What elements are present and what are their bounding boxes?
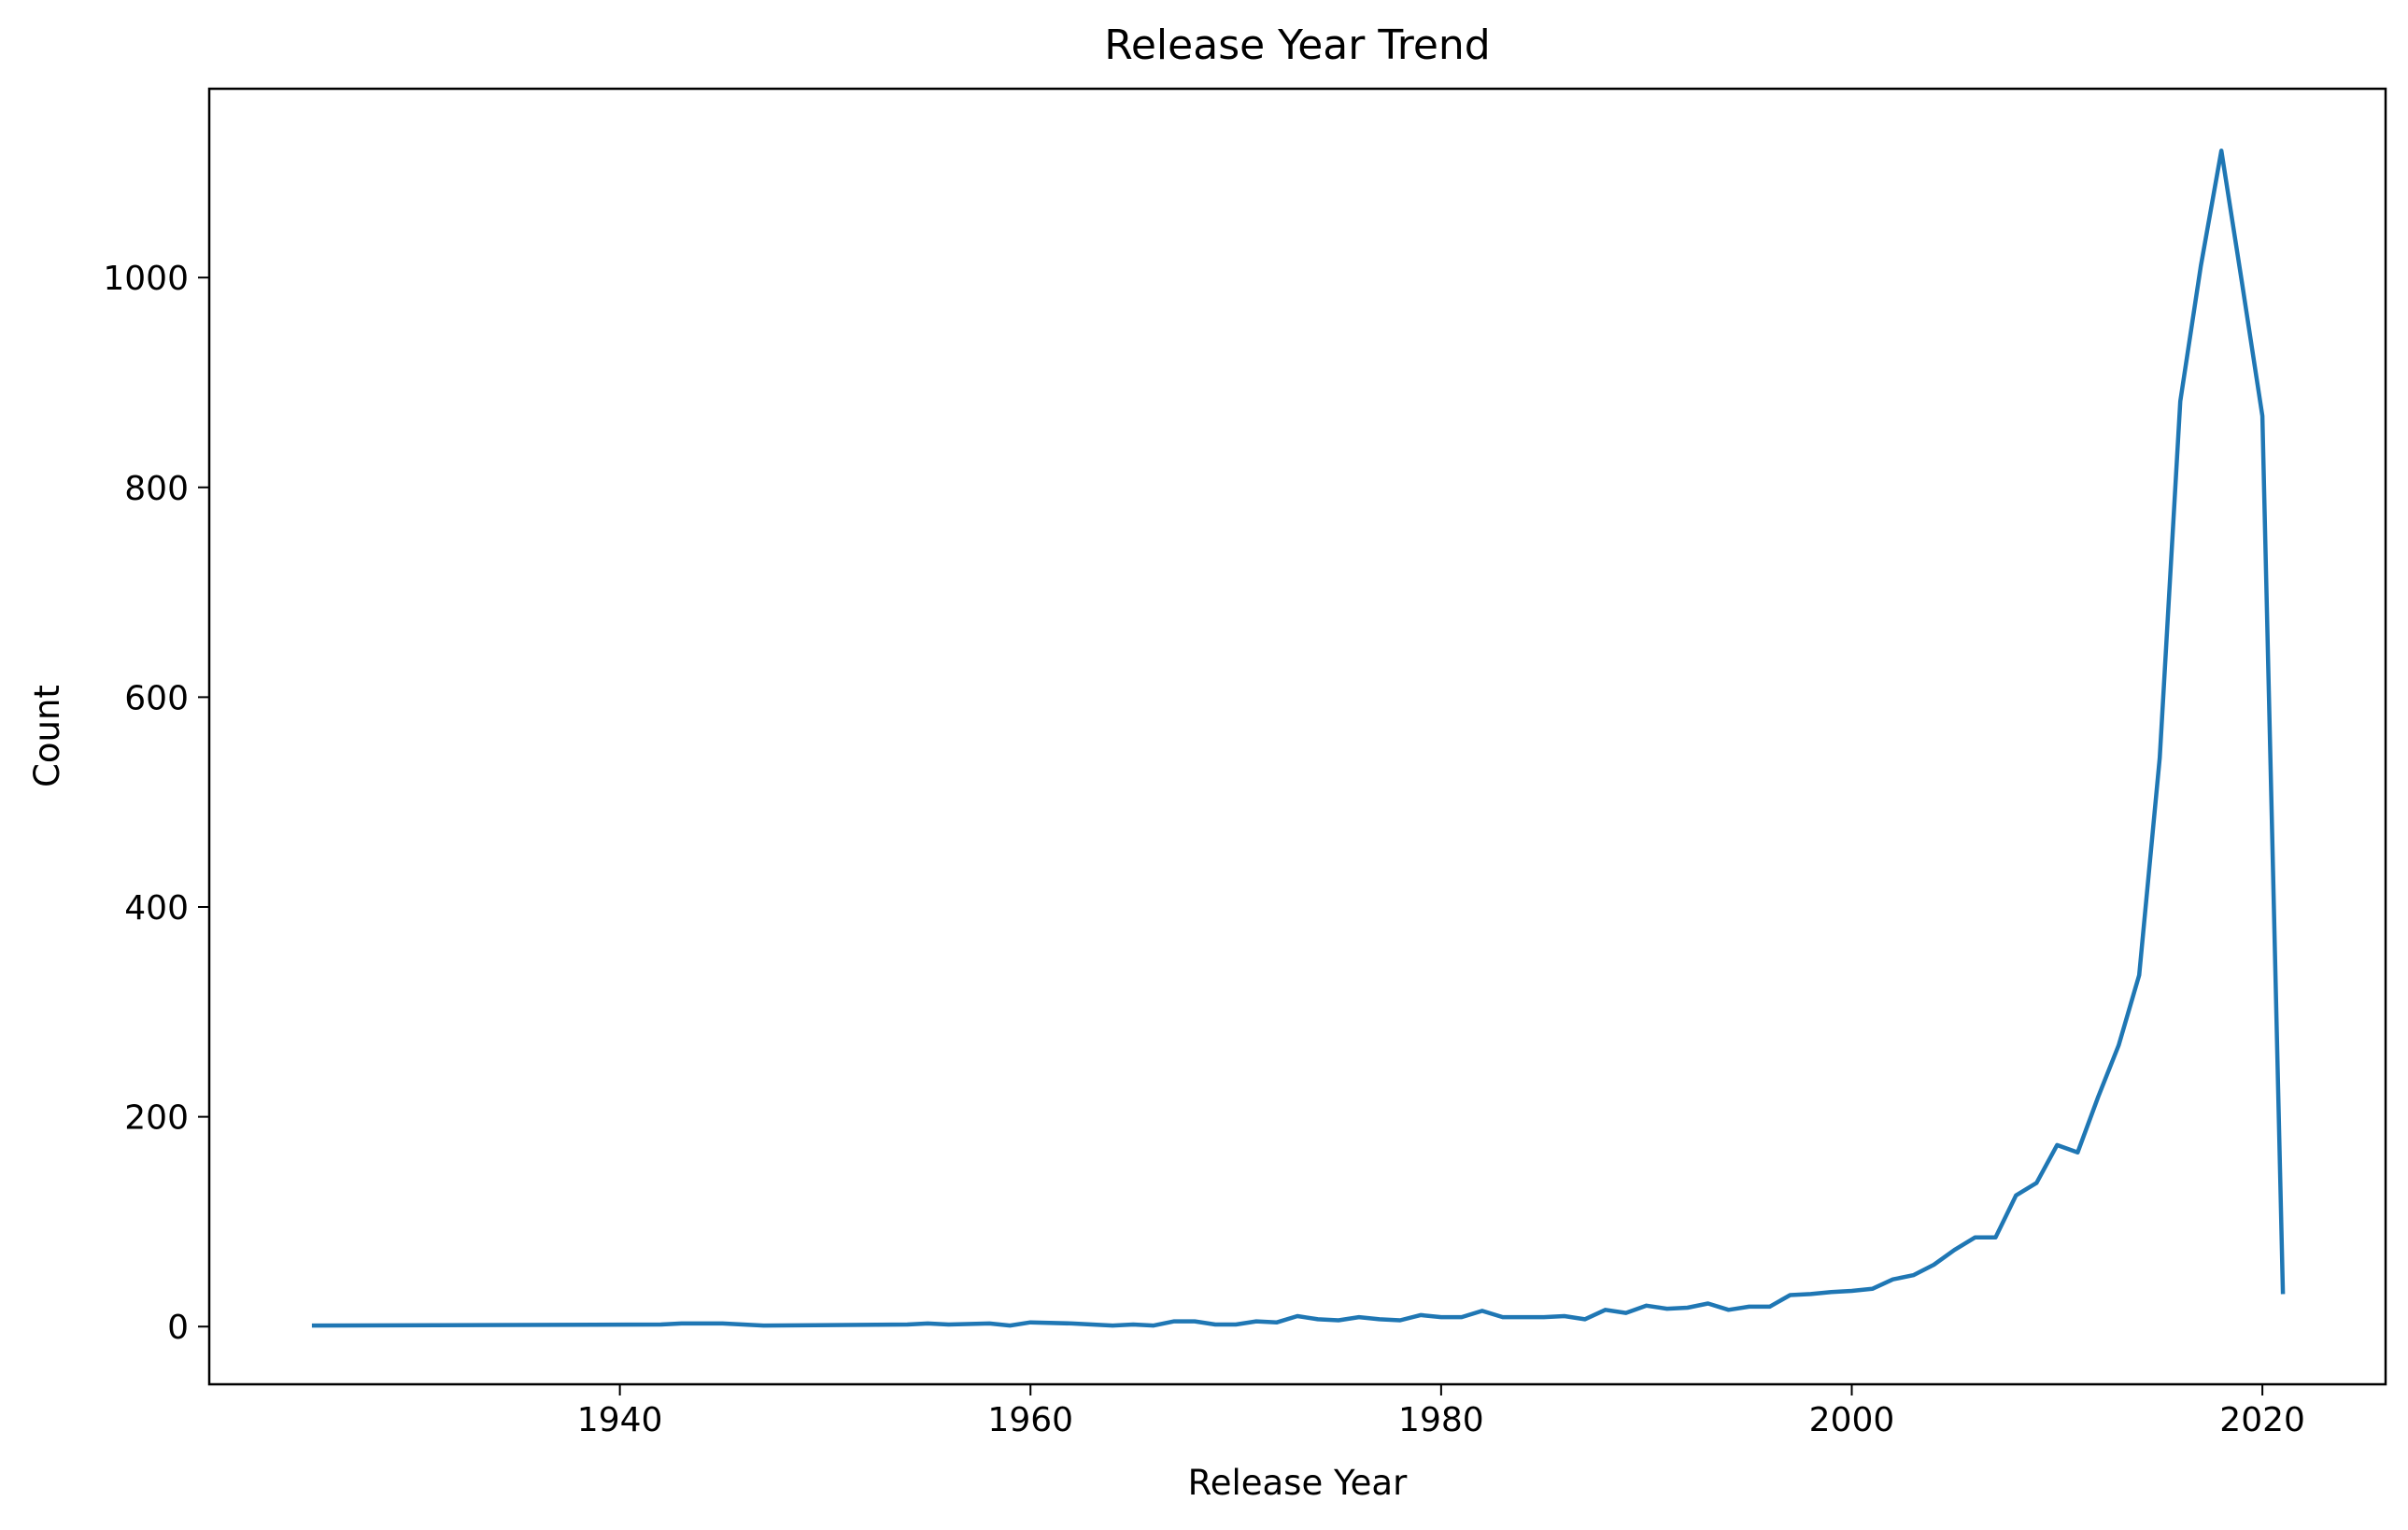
x-tick-label: 1940 — [577, 1401, 663, 1439]
plot-frame — [207, 87, 2387, 1386]
chart-title: Release Year Trend — [1104, 21, 1490, 69]
x-tick-label: 1960 — [987, 1401, 1073, 1439]
y-tick-label: 400 — [124, 889, 189, 928]
x-axis-label: Release Year — [1188, 1463, 1408, 1503]
y-tick-label: 1000 — [103, 260, 189, 298]
x-axis-ticks: 1940 1960 1980 2000 2020 — [577, 1384, 2305, 1439]
x-tick-label: 1980 — [1398, 1401, 1484, 1439]
y-axis-ticks: 0 200 400 600 800 1000 — [103, 260, 209, 1347]
x-tick-label: 2020 — [2219, 1401, 2305, 1439]
y-axis-label: Count — [27, 685, 67, 787]
y-tick-label: 600 — [124, 679, 189, 717]
y-tick-label: 800 — [124, 470, 189, 508]
series-layer — [311, 149, 2286, 1328]
y-tick-label: 200 — [124, 1099, 189, 1138]
x-tick-label: 2000 — [1809, 1401, 1895, 1439]
y-tick-label: 0 — [167, 1309, 189, 1347]
series-line — [311, 149, 2286, 1328]
